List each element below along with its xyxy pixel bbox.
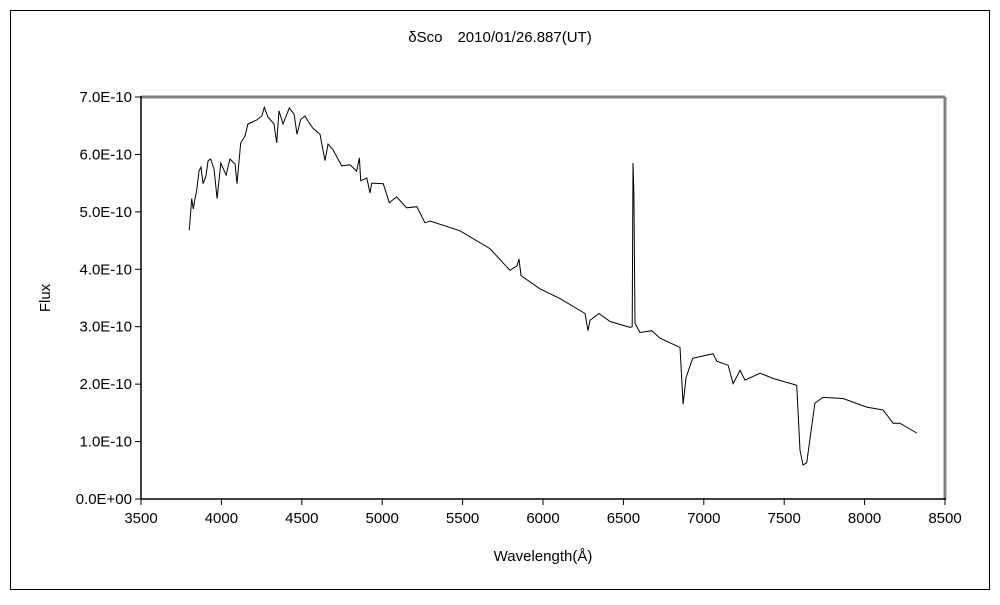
- x-tick-label: 7500: [768, 510, 801, 527]
- x-tick-label: 7000: [687, 510, 720, 527]
- x-tick-label: 6500: [607, 510, 640, 527]
- x-tick-label: 3500: [124, 510, 157, 527]
- x-tick-label: 5500: [446, 510, 479, 527]
- y-tick-label: 3.0E-10: [79, 319, 132, 336]
- y-tick-label: 4.0E-10: [79, 261, 132, 278]
- y-tick-label: 5.0E-10: [79, 204, 132, 221]
- y-axis-label: Flux: [37, 283, 54, 312]
- chart-title: δSco 2010/01/26.887(UT): [408, 29, 591, 46]
- y-tick-label: 6.0E-10: [79, 146, 132, 163]
- y-tick-label: 7.0E-10: [79, 89, 132, 106]
- x-tick-label: 8500: [928, 510, 961, 527]
- chart-frame: [10, 10, 990, 590]
- x-tick-label: 5000: [366, 510, 399, 527]
- x-tick-label: 4000: [205, 510, 238, 527]
- x-tick-label: 6000: [526, 510, 559, 527]
- y-tick-label: 1.0E-10: [79, 434, 132, 451]
- x-tick-label: 8000: [848, 510, 881, 527]
- x-axis-label: Wavelength(Å): [494, 548, 593, 565]
- y-tick-label: 0.0E+00: [76, 491, 132, 508]
- y-tick-label: 2.0E-10: [79, 376, 132, 393]
- x-tick-label: 4500: [285, 510, 318, 527]
- flux-series-line: [188, 105, 917, 466]
